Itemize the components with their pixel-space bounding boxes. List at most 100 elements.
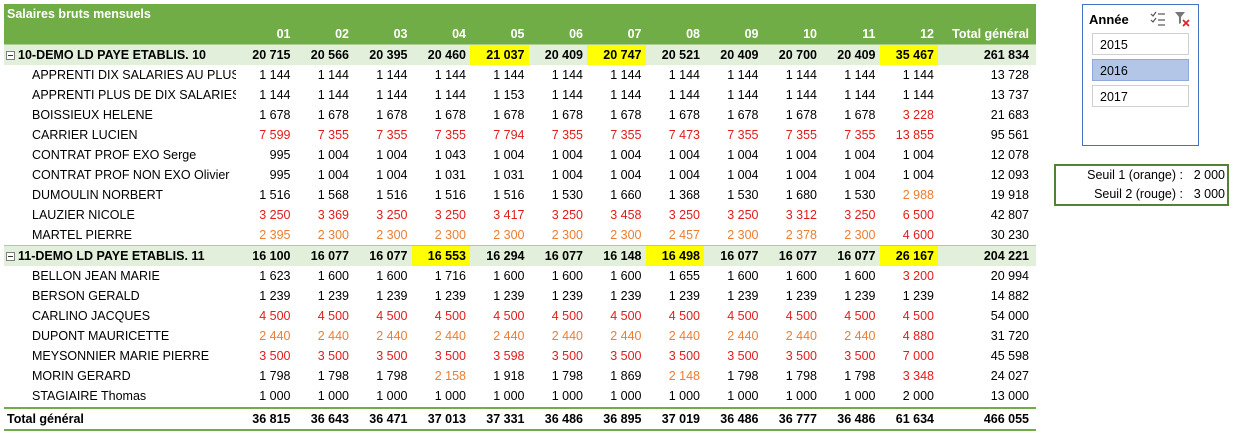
employee-row[interactable]: BERSON GERALD 1 239 1 239 1 239 1 239 1 239 1 … [4,286,1036,306]
month-value: 2 988 [902,188,934,202]
month-value: 7 355 [610,128,642,142]
month-value: 3 250 [668,208,700,222]
month-value: 4 500 [902,309,934,323]
slicer-item-2015[interactable]: 2015 [1092,33,1189,55]
group-month-value: 20 747 [587,45,646,65]
month-value: 2 300 [434,228,466,242]
employee-row[interactable]: MEYSONNIER MARIE PIERRE 3 500 3 500 3 500 3 … [4,346,1036,366]
grand-total-value: 37 013 [427,412,466,426]
month-value: 1 568 [317,188,349,202]
employee-row[interactable]: CONTRAT PROF NON EXO Olivier 995 1 004 1 00… [4,165,1036,185]
group-month-value: 16 148 [603,249,642,263]
month-value: 1 004 [727,148,759,162]
row-total: 30 230 [990,228,1029,242]
month-value: 2 440 [727,329,759,343]
month-value: 1 000 [493,389,525,403]
group-label-cell[interactable]: 11-DEMO LD PAYE ETABLIS. 11 [4,246,236,266]
employee-name: DUMOULIN NORBERT [32,188,164,202]
slicer-item-2016[interactable]: 2016 [1092,59,1189,81]
group-month-value: 20 409 [837,48,876,62]
month-value: 3 500 [668,349,700,363]
multi-select-icon[interactable] [1150,11,1166,27]
month-value: 1 530 [844,188,876,202]
employee-row[interactable]: APPRENTI PLUS DE DIX SALARIES M 1 144 1 14… [4,85,1036,105]
employee-row[interactable]: CONTRAT PROF EXO Serge 995 1 004 1 004 1 043… [4,145,1036,165]
row-total: 12 093 [990,168,1029,182]
month-value: 2 440 [434,329,466,343]
group-row[interactable]: 10-DEMO LD PAYE ETABLIS. 10 20 715 20 566 2… [4,44,1036,65]
month-value: 1 798 [551,369,583,383]
month-value: 2 440 [493,329,525,343]
slicer-item-2017[interactable]: 2017 [1092,85,1189,107]
employee-row[interactable]: APPRENTI DIX SALARIES AU PLUS F 1 144 1 14… [4,65,1036,85]
employee-row[interactable]: STAGIAIRE Thomas 1 000 1 000 1 000 1 000 1 00… [4,386,1036,406]
employee-row[interactable]: CARLINO JACQUES 4 500 4 500 4 500 4 500 4 500… [4,306,1036,326]
pivot-title: Salaires bruts mensuels [4,4,1036,24]
threshold-value[interactable]: 2 000 [1193,168,1225,182]
clear-filter-icon[interactable] [1174,11,1190,27]
row-total: 45 598 [990,349,1029,363]
month-value: 7 355 [727,128,759,142]
grand-total-value: 36 471 [369,412,408,426]
month-value: 7 355 [376,128,408,142]
month-value: 1 004 [668,168,700,182]
month-value: 3 500 [727,349,759,363]
month-value: 1 798 [259,369,291,383]
month-value: 1 144 [727,88,759,102]
employee-row[interactable]: CARRIER LUCIEN 7 599 7 355 7 355 7 355 7 794 7… [4,125,1036,145]
month-value: 1 516 [259,188,291,202]
month-value: 2 440 [610,329,642,343]
group-month-value: 16 077 [544,249,583,263]
employee-row[interactable]: MORIN GERARD 1 798 1 798 1 798 2 158 1 918 1 7… [4,366,1036,386]
group-month-value: 20 715 [252,48,291,62]
month-value: 1 660 [610,188,642,202]
group-label-cell[interactable]: 10-DEMO LD PAYE ETABLIS. 10 [4,45,236,65]
year-slicer[interactable]: Année 2015 2016 2017 [1082,4,1199,146]
month-header: 01 [276,27,291,41]
month-value: 1 031 [493,168,525,182]
threshold-value[interactable]: 3 000 [1193,187,1225,201]
month-header: 03 [393,27,408,41]
month-header: 10 [803,27,817,41]
month-value: 1 004 [317,168,349,182]
month-value: 4 500 [785,309,817,323]
month-value: 1 031 [434,168,466,182]
month-value: 1 004 [551,168,583,182]
group-row[interactable]: 11-DEMO LD PAYE ETABLIS. 11 16 100 16 077 1… [4,245,1036,266]
month-value: 1 239 [434,289,466,303]
month-value: 4 500 [376,309,408,323]
month-value: 1 144 [727,68,759,82]
employee-row[interactable]: BELLON JEAN MARIE 1 623 1 600 1 600 1 716 1 6… [4,266,1036,286]
month-value: 3 312 [785,208,817,222]
month-value: 1 678 [727,108,759,122]
month-value: 3 250 [551,208,583,222]
collapse-icon[interactable] [6,50,15,60]
group-month-value: 21 037 [470,45,529,65]
employee-row[interactable]: LAUZIER NICOLE 3 250 3 369 3 250 3 250 3 417 3… [4,205,1036,225]
collapse-icon[interactable] [6,251,15,261]
employee-row[interactable]: BOISSIEUX HELENE 1 678 1 678 1 678 1 678 1 67… [4,105,1036,125]
month-header: 09 [744,27,759,41]
row-total: 13 728 [990,68,1029,82]
employee-row[interactable]: DUPONT MAURICETTE 2 440 2 440 2 440 2 440 2 4… [4,326,1036,346]
month-value: 1 000 [551,389,583,403]
employee-row[interactable]: DUMOULIN NORBERT 1 516 1 568 1 516 1 516 1 51… [4,185,1036,205]
pivot-body: 10-DEMO LD PAYE ETABLIS. 10 20 715 20 566 2… [4,44,1036,406]
month-value: 1 004 [610,168,642,182]
group-month-value: 16 077 [778,249,817,263]
row-total: 13 000 [990,389,1029,403]
month-value: 3 250 [259,208,291,222]
month-value: 1 239 [551,289,583,303]
month-value: 2 440 [317,329,349,343]
row-total: 12 078 [990,148,1029,162]
month-value: 1 798 [376,369,408,383]
month-value: 2 378 [785,228,817,242]
grand-total-value: 36 486 [544,412,583,426]
group-label: 11-DEMO LD PAYE ETABLIS. 11 [18,249,205,263]
month-value: 1 144 [668,88,700,102]
month-value: 1 680 [785,188,817,202]
group-month-value: 20 395 [369,48,408,62]
grand-total-label: Total général [7,412,84,426]
month-value: 1 239 [376,289,408,303]
employee-row[interactable]: MARTEL PIERRE 2 395 2 300 2 300 2 300 2 300 2 … [4,225,1036,245]
